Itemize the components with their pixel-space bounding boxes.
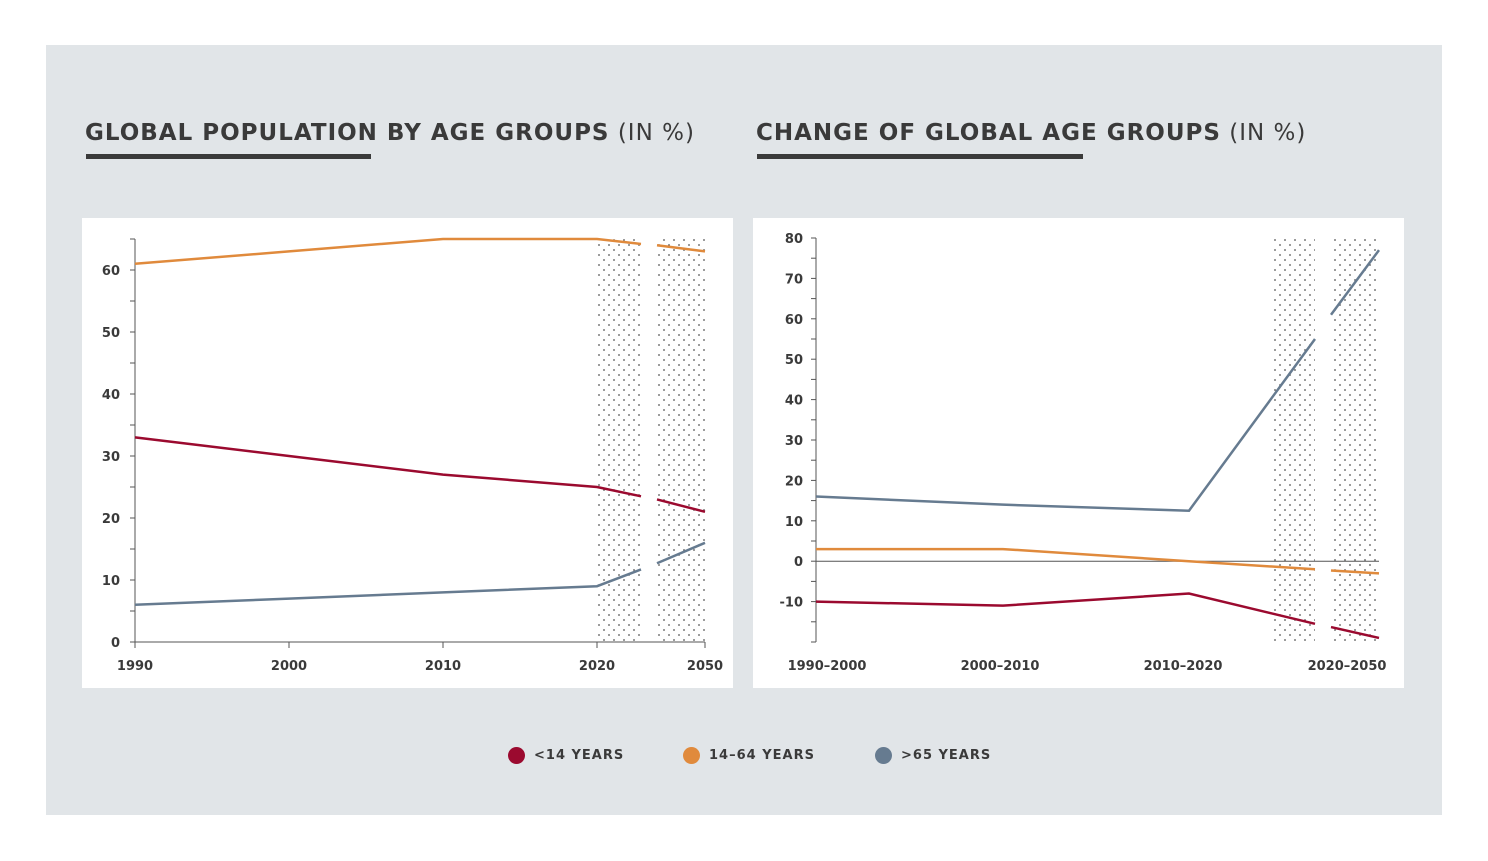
right-title-part-a: CHANGE OF GLOBAL AGE: [756, 120, 1098, 146]
series-line-65-years: [815, 338, 1317, 512]
left-title-part-a: GLOBAL POPULATION: [85, 120, 378, 146]
x-tick-label: 2020: [579, 659, 615, 674]
series-line-projection-14-years: [656, 498, 706, 514]
left-chart-card: 0 10 20 30 40 50 60 1990 2000 2010 2020 2050: [82, 218, 733, 688]
right-title-underline: [757, 154, 1083, 159]
right-title-part-b: GROUPS: [1097, 120, 1221, 146]
legend-dot-14-64: [683, 746, 700, 764]
y-tick-label: 0: [111, 636, 120, 651]
left-chart-svg: 0 10 20 30 40 50 60 1990 2000 2010 2020 2050: [102, 237, 723, 674]
legend-label-14-64: 14–64 YEARS: [709, 747, 815, 763]
left-chart-title: GLOBAL POPULATION BY AGE GROUPS (IN %): [85, 120, 695, 146]
series-line-14-64-years: [816, 547, 1316, 571]
series-line-projection-65-years: [1329, 249, 1381, 316]
x-tick-label: 2010–2020: [1144, 659, 1223, 674]
x-tick-label: 2050: [687, 659, 723, 674]
y-tick-label: 40: [785, 394, 803, 409]
x-tick-label: 2000–2010: [961, 659, 1040, 674]
series-line-14-years: [134, 436, 642, 498]
y-tick-label: 60: [785, 313, 803, 328]
series-line-14-64-years: [134, 237, 642, 266]
legend-item-over-65: >65 YEARS: [875, 745, 991, 765]
left-title-part-b: BY AGE GROUPS: [377, 120, 610, 146]
y-tick-label: 20: [785, 474, 803, 489]
x-tick-label: 1990: [117, 659, 153, 674]
series-line-projection-14-64-years: [1330, 569, 1380, 575]
right-chart-svg: -10 0 10 20 30 40 50 60 70 80 1990–2000 2000–2010 20…: [780, 232, 1387, 674]
projection-band: [657, 239, 705, 642]
x-tick-label: 2010: [425, 659, 461, 674]
y-tick-label: 10: [102, 574, 120, 589]
left-title-unit: (IN %): [609, 120, 695, 146]
projection-band: [1271, 238, 1315, 642]
right-chart-title: CHANGE OF GLOBAL AGE GROUPS (IN %): [756, 120, 1306, 146]
y-tick-label: 50: [785, 353, 803, 368]
legend-label-under-14: <14 YEARS: [534, 747, 625, 763]
y-tick-label: 30: [785, 434, 803, 449]
legend-item-under-14: <14 YEARS: [508, 745, 624, 765]
y-tick-label: 10: [785, 515, 803, 530]
left-title-underline: [86, 154, 371, 159]
y-tick-label: 30: [102, 450, 120, 465]
y-tick-label: 40: [102, 388, 120, 403]
x-tick-label: 2000: [271, 659, 307, 674]
y-tick-label: 70: [785, 272, 803, 287]
projection-band: [1331, 238, 1379, 642]
series-line-projection-14-64-years: [656, 243, 706, 253]
legend-dot-over-65: [875, 746, 892, 764]
y-tick-label: 80: [785, 232, 803, 247]
right-chart-card: -10 0 10 20 30 40 50 60 70 80 1990–2000 2000–2010 20…: [753, 218, 1404, 688]
series-line-65-years: [134, 568, 642, 607]
legend-dot-under-14: [508, 746, 525, 764]
y-tick-label: 60: [102, 264, 120, 279]
x-tick-label: 1990–2000: [788, 659, 867, 674]
projection-band: [597, 239, 641, 642]
y-tick-label: 20: [102, 512, 120, 527]
y-tick-label: 50: [102, 326, 120, 341]
right-title-unit: (IN %): [1220, 120, 1307, 146]
series-line-projection-65-years: [656, 541, 706, 565]
legend-label-over-65: >65 YEARS: [901, 747, 992, 763]
legend-item-14-64: 14–64 YEARS: [683, 745, 815, 765]
series-line-14-years: [815, 592, 1316, 626]
y-tick-label: -10: [780, 596, 804, 611]
y-tick-label: 0: [794, 555, 803, 570]
series-line-projection-14-years: [1330, 625, 1380, 640]
x-tick-label: 2020–2050: [1308, 659, 1387, 674]
